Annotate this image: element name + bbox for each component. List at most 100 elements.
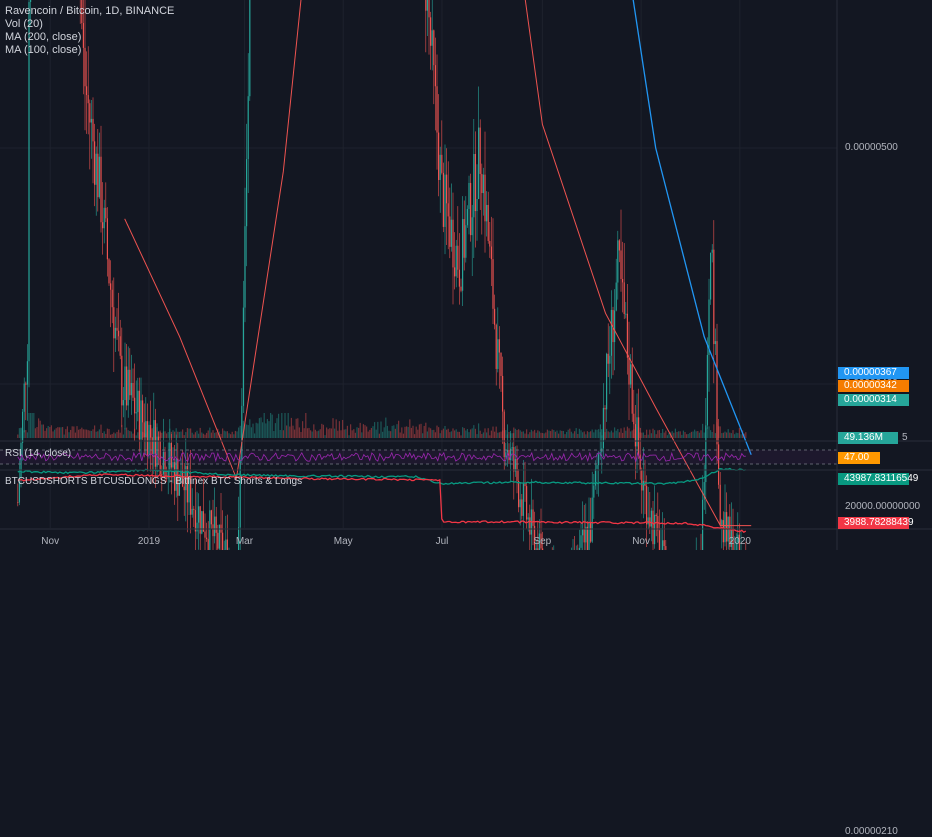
volume-bar [433, 430, 434, 438]
volume-bar [38, 418, 39, 438]
volume-bar [291, 418, 292, 438]
volume-bar [449, 432, 450, 438]
candle-body [446, 175, 447, 204]
volume-bar [729, 433, 730, 438]
volume-bar [28, 413, 29, 438]
ma200-value-tag: 0.00000342 [838, 380, 909, 392]
volume-bar [486, 432, 487, 438]
volume-bar [99, 429, 100, 438]
volume-bar [110, 435, 111, 438]
volume-bar [448, 429, 449, 438]
candle-body [532, 509, 533, 525]
volume-bar [590, 431, 591, 438]
volume-bar [376, 430, 377, 438]
volume-bar [334, 429, 335, 438]
candle-body [108, 259, 109, 283]
candle-body [494, 309, 495, 325]
price-tick-label: 0.00000500 [845, 142, 898, 153]
volume-bar [340, 430, 341, 438]
candle-body [97, 154, 98, 197]
volume-bar [232, 432, 233, 438]
volume-bar [446, 430, 447, 438]
volume-bar [745, 432, 746, 438]
chart-canvas[interactable] [0, 0, 932, 550]
rsi-value-tag: 47.00 [838, 452, 880, 464]
volume-bar [532, 431, 533, 438]
volume-bar [526, 429, 527, 438]
volume-bar [572, 433, 573, 438]
candle-body [651, 511, 652, 527]
ma200-indicator-label[interactable]: MA (200, close) [5, 31, 174, 44]
candle-body [627, 314, 628, 358]
symbol-title[interactable]: Ravencoin / Bitcoin, 1D, BINANCE [5, 5, 174, 18]
volume-bar [308, 428, 309, 438]
volume-bar [372, 426, 373, 438]
candle-body [214, 517, 215, 537]
volume-bar [60, 427, 61, 438]
volume-bar [393, 425, 394, 438]
candle-body [129, 370, 130, 395]
rsi-label[interactable]: RSI (14, close) [5, 448, 71, 459]
candle-body [209, 510, 210, 550]
volume-bar [646, 430, 647, 438]
candle-body [648, 517, 649, 524]
volume-bar [648, 435, 649, 438]
candle-body [100, 157, 101, 223]
candle-body [193, 509, 194, 510]
candle-body [724, 512, 725, 542]
volume-bar [388, 431, 389, 438]
volume-bar [136, 435, 137, 438]
candle-body [200, 506, 201, 533]
volume-bar [731, 433, 732, 438]
candle-body [456, 246, 457, 277]
candle-body [580, 535, 581, 548]
volume-bar [740, 434, 741, 438]
candle-body [203, 511, 204, 531]
candle-body [208, 539, 209, 550]
shorts-longs-label[interactable]: BTCUSDSHORTS BTCUSDLONGS - Bitfinex BTC … [5, 476, 302, 487]
volume-bar [92, 429, 93, 438]
volume-bar [464, 428, 465, 438]
volume-bar [238, 427, 239, 438]
vol-indicator-label[interactable]: Vol (20) [5, 18, 174, 31]
volume-bar [201, 433, 202, 438]
volume-bar [193, 434, 194, 438]
volume-bar [710, 430, 711, 438]
volume-bar [294, 430, 295, 438]
volume-bar [240, 426, 241, 438]
candle-body [662, 540, 663, 550]
candle-body [454, 267, 455, 276]
candle-body [92, 119, 93, 141]
candle-body [448, 203, 449, 216]
volume-bar [472, 428, 473, 438]
grid [0, 0, 837, 550]
volume-bar [678, 431, 679, 438]
volume-bar [537, 430, 538, 438]
candle-body [126, 367, 127, 406]
candle-body [211, 510, 212, 524]
candle-body [88, 95, 89, 103]
volume-bar [342, 420, 343, 438]
price-tick-label: 0.00000210 [845, 826, 898, 837]
candle-body [625, 314, 626, 315]
ma100-indicator-label[interactable]: MA (100, close) [5, 44, 174, 57]
volume-bar [323, 425, 324, 438]
candle-body [616, 283, 617, 311]
volume-bar [265, 423, 266, 438]
volume-bar [568, 430, 569, 438]
candle-body [17, 502, 18, 503]
candle-body [142, 400, 143, 422]
volume-bar [505, 430, 506, 438]
volume-bar [49, 427, 50, 438]
candle-body [499, 339, 500, 352]
candle-body [150, 425, 151, 438]
candle-body [441, 155, 442, 173]
candle-body [136, 412, 137, 413]
candle-body [614, 310, 615, 342]
candle-body [248, 96, 249, 159]
volume-bar [211, 433, 212, 438]
volume-bar [324, 435, 325, 438]
volume-bar [248, 425, 249, 438]
volume-bar [180, 432, 181, 438]
volume-bar [558, 434, 559, 438]
